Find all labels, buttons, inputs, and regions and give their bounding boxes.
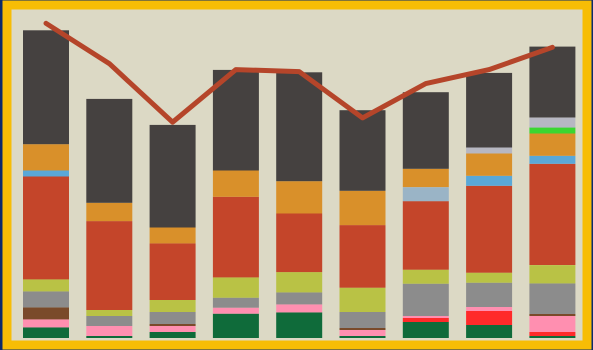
bar-segment-1-4 — [23, 307, 69, 320]
bar-segment-6-10 — [339, 190, 386, 226]
bar-segment-8-13 — [466, 72, 513, 148]
bar-segment-9-2 — [529, 332, 576, 336]
bar-segment-9-5 — [529, 283, 576, 314]
bar-segment-1-1 — [23, 327, 69, 338]
bar-segment-1-6 — [23, 279, 69, 292]
bar-segment-9-12 — [529, 117, 576, 128]
bar-segment-3-6 — [149, 300, 196, 312]
bar-segment-5-6 — [276, 272, 323, 293]
stacked-bar-chart — [23, 20, 576, 338]
bar-segment-9-6 — [529, 265, 576, 284]
bar-segment-6-1 — [339, 336, 386, 338]
bar-segment-5-13 — [276, 72, 323, 182]
bar-segment-3-7 — [149, 243, 196, 300]
bar-segment-9-10 — [529, 133, 576, 156]
bar-segment-8-12 — [466, 147, 513, 154]
bar-segment-2-1 — [86, 336, 133, 338]
bar-segment-8-10 — [466, 153, 513, 176]
bar-segment-2-6 — [86, 310, 133, 316]
bar-segment-4-1 — [212, 313, 259, 338]
bar-segment-3-3 — [149, 326, 196, 332]
bar-segment-6-6 — [339, 287, 386, 312]
bar-segment-1-7 — [23, 176, 69, 280]
bar-segment-3-10 — [149, 227, 196, 244]
bar-segment-2-10 — [86, 202, 133, 222]
bar-segment-6-13 — [339, 110, 386, 191]
bar-segment-8-5 — [466, 282, 513, 307]
bar-segment-3-4 — [149, 324, 196, 326]
bar-segment-4-6 — [212, 277, 259, 298]
bar-segment-7-10 — [402, 168, 449, 188]
bar-segment-3-13 — [149, 124, 196, 228]
bar-segment-1-9 — [23, 170, 69, 177]
bar-segment-9-7 — [529, 163, 576, 265]
bar-segment-9-13 — [529, 46, 576, 118]
bar-segment-8-6 — [466, 272, 513, 283]
bar-segment-8-3 — [466, 307, 513, 311]
bar-segment-5-5 — [276, 292, 323, 305]
bar-segment-5-3 — [276, 304, 323, 313]
bar-segment-3-5 — [149, 312, 196, 324]
bar-segment-9-1 — [529, 336, 576, 338]
bar-segment-6-4 — [339, 328, 386, 330]
bar-segment-6-7 — [339, 225, 386, 288]
bar-segment-4-7 — [212, 196, 259, 278]
bar-segment-2-7 — [86, 221, 133, 310]
bar-segment-7-13 — [402, 92, 449, 169]
bar-segment-4-5 — [212, 297, 259, 308]
bar-segment-6-5 — [339, 312, 386, 328]
bar-segment-2-5 — [86, 316, 133, 326]
bar-segment-5-7 — [276, 213, 323, 273]
bar-segment-1-10 — [23, 144, 69, 171]
bar-segment-5-10 — [276, 181, 323, 214]
bar-segment-8-2 — [466, 311, 513, 325]
bar-segment-7-5 — [402, 283, 449, 316]
bar-segment-7-1 — [402, 322, 449, 338]
bar-segment-4-3 — [212, 307, 259, 314]
bar-segment-7-6 — [402, 269, 449, 284]
bar-segment-1-5 — [23, 291, 69, 308]
bar-segment-2-3 — [86, 326, 133, 336]
bar-segment-2-13 — [86, 98, 133, 203]
bar-segment-7-3 — [402, 316, 449, 318]
bar-segment-9-11 — [529, 127, 576, 134]
bar-segment-5-1 — [276, 312, 323, 338]
bar-segment-9-9 — [529, 155, 576, 164]
bar-segment-7-8 — [402, 187, 449, 202]
bar-segment-8-1 — [466, 325, 513, 338]
bar-segment-9-4 — [529, 314, 576, 316]
bar-segment-8-7 — [466, 185, 513, 273]
bar-segment-7-7 — [402, 201, 449, 270]
bar-segment-7-2 — [402, 318, 449, 322]
bar-segment-1-3 — [23, 319, 69, 328]
bar-segment-4-10 — [212, 170, 259, 197]
bar-segment-3-1 — [149, 332, 196, 338]
bar-segment-9-3 — [529, 316, 576, 332]
bar-segment-4-13 — [212, 69, 259, 171]
bar-segment-1-13 — [23, 30, 69, 145]
trend-line — [43, 20, 555, 125]
bar-segment-8-9 — [466, 175, 513, 186]
bar-segment-6-3 — [339, 330, 386, 336]
